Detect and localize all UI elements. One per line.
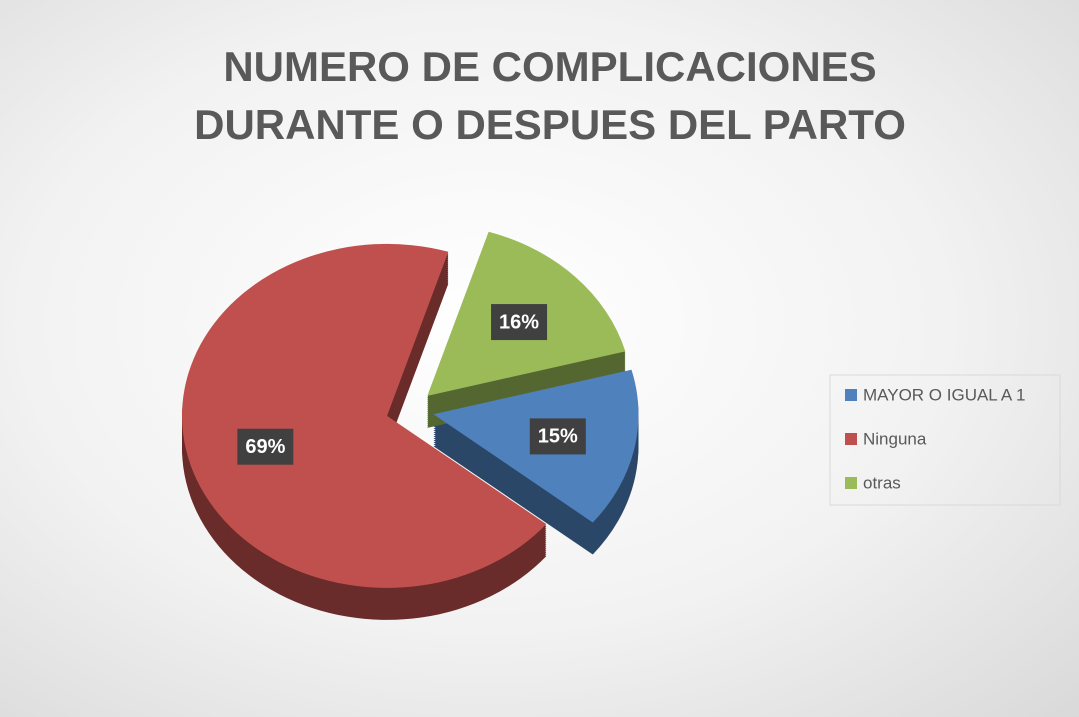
legend-label: otras	[863, 473, 901, 492]
legend-label: MAYOR O IGUAL A 1	[863, 385, 1026, 404]
pie-slice	[182, 243, 547, 588]
legend-swatch	[845, 389, 857, 401]
data-label-box	[491, 304, 548, 341]
data-label: 15%	[538, 426, 578, 448]
legend-label: Ninguna	[863, 429, 927, 448]
data-label-box	[237, 428, 294, 465]
legend-box	[829, 374, 1061, 506]
data-label-box	[529, 418, 586, 455]
legend-swatch	[845, 477, 857, 489]
legend-swatch	[845, 433, 857, 445]
data-label: 16%	[499, 311, 539, 333]
chart-title: NUMERO DE COMPLICACIONES DURANTE O DESPU…	[194, 43, 906, 148]
data-label: 69%	[245, 436, 285, 458]
